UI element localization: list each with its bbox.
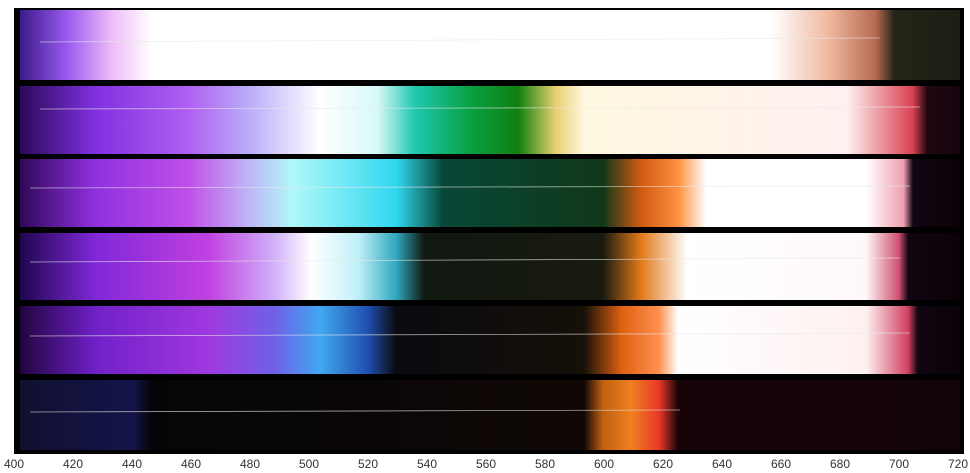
x-tick-label: 500 [299, 457, 319, 471]
x-tick-label: 400 [4, 457, 24, 471]
x-axis: 400 420 440 460 480 500 520 540 560 580 600 620 640 6… [4, 457, 968, 471]
x-tick-label: 620 [653, 457, 673, 471]
x-tick-label: 640 [712, 457, 732, 471]
x-tick-label: 520 [358, 457, 378, 471]
spectrum-strip [20, 380, 960, 450]
x-tick-label: 540 [417, 457, 437, 471]
spectrum-strip [20, 86, 960, 154]
spectrum-strip [20, 159, 960, 227]
x-tick-label: 660 [771, 457, 791, 471]
x-tick-label: 560 [476, 457, 496, 471]
x-tick-label: 460 [181, 457, 201, 471]
x-tick-label: 580 [535, 457, 555, 471]
x-tick-label: 680 [830, 457, 850, 471]
image-frame [14, 8, 964, 454]
x-tick-label: 600 [594, 457, 614, 471]
spectrum-strips [14, 8, 964, 454]
spectrum-strip [20, 10, 960, 80]
x-tick-label: 420 [63, 457, 83, 471]
x-tick-label: 720 [948, 457, 968, 471]
reference-lines [29, 37, 921, 413]
x-tick-label: 700 [889, 457, 909, 471]
spectrum-strip [20, 306, 960, 374]
x-tick-label: 440 [122, 457, 142, 471]
spectrum-strip [20, 233, 960, 300]
x-tick-label: 480 [240, 457, 260, 471]
